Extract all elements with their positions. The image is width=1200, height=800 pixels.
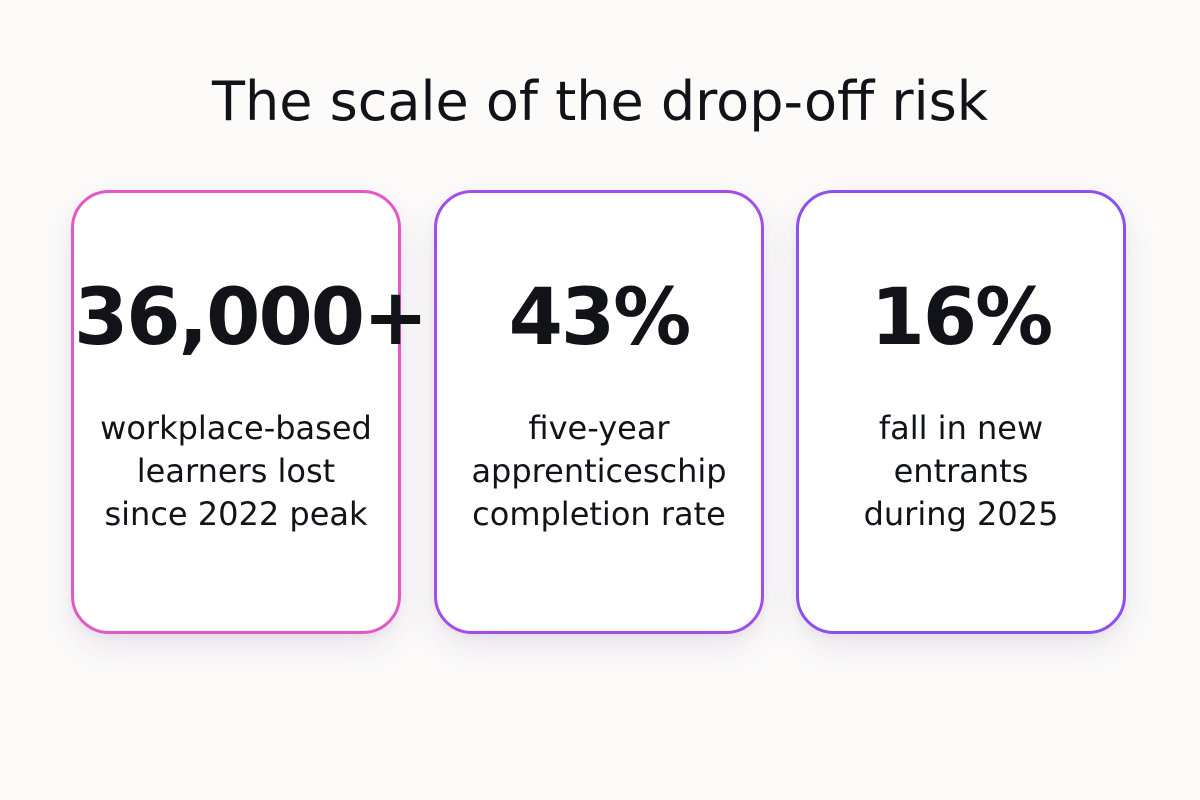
stat-card-learners-lost: 36,000+ workplace-based learners lost si… [71, 190, 428, 634]
stat-value: 16% [870, 273, 1054, 363]
stat-description: workplace-based learners lost since 2022… [90, 407, 382, 536]
stat-value: 36,000+ [74, 273, 428, 363]
stat-description-line: fall in new [878, 409, 1044, 447]
stat-description-line: five-year [528, 409, 670, 447]
stat-description: five-year apprenticeschip completion rat… [453, 407, 745, 536]
stat-description-line: workplace-based [100, 409, 372, 447]
stat-description-line: since 2022 peak [104, 495, 368, 533]
stat-value: 43% [508, 273, 692, 363]
stat-description-line: entrants [893, 452, 1029, 490]
stat-card-completion-rate: 43% five-year apprenticeschip completion… [434, 190, 764, 634]
stat-description-line: completion rate [472, 495, 726, 533]
stat-description-line: during 2025 [863, 495, 1059, 533]
stat-card-new-entrants: 16% fall in new entrants during 2025 [796, 190, 1126, 634]
stat-description-line: apprenticeschip [471, 452, 727, 490]
stat-description: fall in new entrants during 2025 [815, 407, 1107, 536]
page-title: The scale of the drop-off risk [211, 70, 988, 133]
stat-description-line: learners lost [136, 452, 336, 490]
